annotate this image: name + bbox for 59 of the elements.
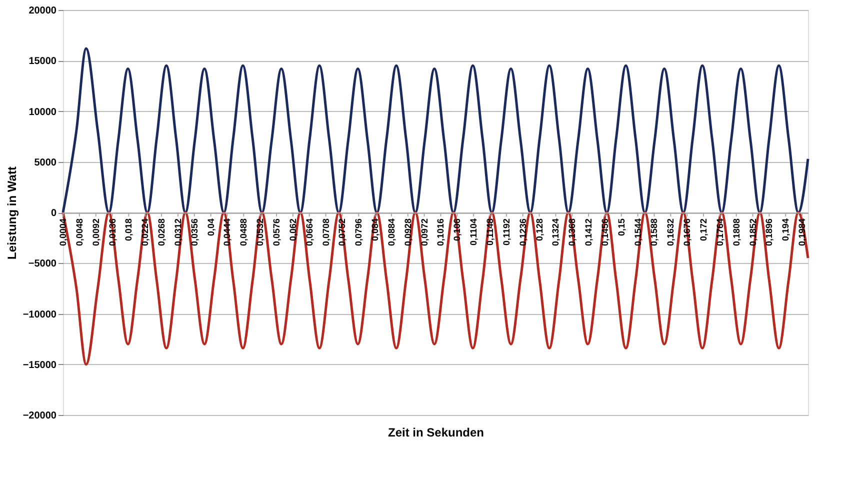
x-tick-label: 0,1192 [501,218,512,246]
x-tick-label: 0,04 [206,218,216,236]
x-tick-label: 0,0796 [354,218,364,246]
x-tick-label: 0,0532 [255,218,266,246]
x-tick-label: 0,0444 [222,218,232,246]
x-tick-label: 0,1852 [748,218,758,246]
x-tick-label: 0,0972 [419,218,430,246]
y-tick-label: −10000 [22,309,57,320]
x-tick-label: 0,172 [698,218,708,242]
x-tick-label: 0,1368 [567,218,578,246]
x-tick-label: 0,1324 [550,218,561,246]
x-tick-label: 0,1588 [649,218,660,246]
x-axis-title: Zeit in Sekunden [388,426,484,440]
y-tick-label: −20000 [22,410,57,422]
x-tick-label: 0,1896 [764,218,774,246]
x-tick-label: 0,1544 [632,218,643,246]
x-tick-label: 0,0268 [156,218,167,246]
x-tick-label: 0,1016 [436,218,446,246]
x-tick-label: 0,0664 [304,218,314,246]
y-tick-label: 0 [50,208,57,219]
y-tick-label: −15000 [22,360,57,371]
y-tick-label: 10000 [28,106,57,118]
x-tick-label: 0,1764 [714,218,725,246]
x-tick-label: 0,0708 [320,218,331,246]
y-tick-label: 20000 [28,6,57,16]
x-tick-label: 0,128 [534,218,544,242]
line-series [62,211,810,366]
x-tick-label: 0,0884 [386,218,396,246]
x-tick-label: 0,1808 [731,218,742,246]
x-tick-label: 0,0576 [271,218,282,246]
x-tick-label: 0,018 [124,218,134,242]
x-tick-label: 0,0224 [140,218,150,246]
x-tick-label: 0,1104 [468,218,479,246]
x-tick-label: 0,1148 [484,218,495,246]
x-tick-label: 0,0928 [402,218,413,246]
x-tick-label: 0,0356 [189,218,200,246]
x-tick-label: 0,1456 [600,218,610,246]
y-tick-label: 5000 [34,157,57,168]
x-tick-label: 0,0092 [90,218,101,246]
x-tick-label: 0,084 [370,218,380,242]
x-tick-label: 0,0488 [238,218,249,246]
x-tick-label: 0,062 [288,218,298,242]
x-tick-label: 0,0136 [107,218,118,246]
x-tick-label: 0,15 [616,218,626,236]
x-tick-label: 0,1676 [682,218,692,246]
x-tick-label: 0,106 [452,218,462,242]
x-tick-label: 0,1236 [518,218,528,246]
x-tick-label: 0,1984 [797,218,808,246]
y-tick-label: −5000 [28,258,57,270]
y-axis-title: Leistung in Watt [4,166,19,260]
x-tick-label: 0,1632 [666,218,676,246]
x-tick-label: 0,0048 [74,218,84,246]
x-tick-label: 0,0752 [337,218,348,246]
x-tick-label: 0,194 [780,218,791,242]
y-tick-label: 15000 [28,56,57,68]
line-series [62,47,810,214]
x-tick-label: 0,0004 [58,218,68,246]
x-tick-label: 0,0312 [172,218,183,246]
x-tick-label: 0,1412 [584,218,594,246]
